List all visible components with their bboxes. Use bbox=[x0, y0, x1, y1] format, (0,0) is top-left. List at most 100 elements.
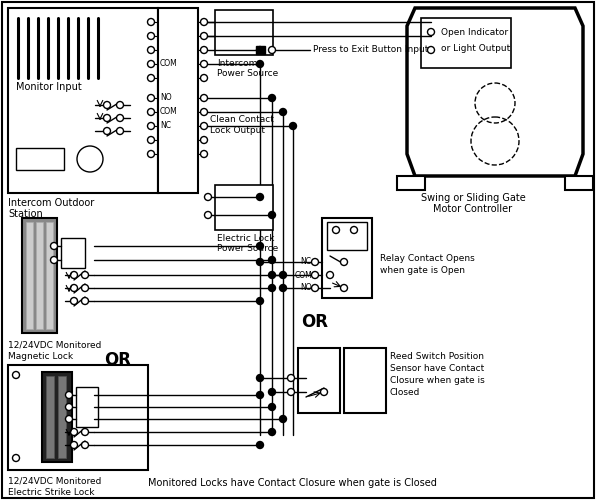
Text: Relay Contact Opens: Relay Contact Opens bbox=[380, 254, 475, 263]
Circle shape bbox=[269, 94, 275, 102]
Text: Sensor have Contact: Sensor have Contact bbox=[390, 364, 484, 373]
Circle shape bbox=[147, 150, 154, 158]
Circle shape bbox=[51, 256, 57, 264]
Bar bbox=[76, 387, 98, 427]
Circle shape bbox=[82, 442, 88, 448]
Circle shape bbox=[269, 212, 275, 218]
Circle shape bbox=[350, 226, 358, 234]
Circle shape bbox=[116, 128, 123, 134]
Circle shape bbox=[200, 94, 207, 102]
Text: COM: COM bbox=[160, 60, 178, 68]
Circle shape bbox=[116, 102, 123, 108]
Circle shape bbox=[340, 284, 347, 292]
Circle shape bbox=[256, 298, 263, 304]
Circle shape bbox=[256, 194, 263, 200]
Circle shape bbox=[66, 404, 73, 410]
Bar bbox=[42, 372, 72, 462]
Circle shape bbox=[256, 242, 263, 250]
Text: when gate is Open: when gate is Open bbox=[380, 266, 465, 275]
Bar bbox=[327, 222, 367, 250]
Bar bbox=[46, 222, 53, 329]
Circle shape bbox=[66, 416, 73, 422]
Circle shape bbox=[200, 32, 207, 40]
Circle shape bbox=[200, 60, 207, 68]
Text: Monitored Locks have Contact Closure when gate is Closed: Monitored Locks have Contact Closure whe… bbox=[148, 478, 437, 488]
Circle shape bbox=[427, 28, 434, 35]
Text: NO: NO bbox=[300, 284, 312, 292]
Circle shape bbox=[82, 272, 88, 278]
Circle shape bbox=[51, 242, 57, 250]
Circle shape bbox=[280, 416, 287, 422]
Circle shape bbox=[13, 454, 20, 462]
Circle shape bbox=[340, 258, 347, 266]
Circle shape bbox=[104, 102, 110, 108]
Circle shape bbox=[66, 392, 73, 398]
Circle shape bbox=[290, 122, 296, 130]
Text: 12/24VDC Monitored: 12/24VDC Monitored bbox=[8, 477, 101, 486]
Text: Clean Contact: Clean Contact bbox=[210, 115, 274, 124]
Text: NC: NC bbox=[300, 258, 311, 266]
Circle shape bbox=[256, 258, 263, 266]
Circle shape bbox=[147, 108, 154, 116]
Circle shape bbox=[82, 428, 88, 436]
Bar bbox=[16, 148, 64, 170]
Circle shape bbox=[280, 272, 287, 278]
Circle shape bbox=[200, 122, 207, 130]
Circle shape bbox=[200, 150, 207, 158]
Text: Closure when gate is: Closure when gate is bbox=[390, 376, 485, 385]
Circle shape bbox=[147, 18, 154, 26]
Circle shape bbox=[312, 284, 318, 292]
Circle shape bbox=[287, 388, 294, 396]
Bar bbox=[256, 46, 265, 54]
Circle shape bbox=[269, 388, 275, 396]
Text: Power Source: Power Source bbox=[217, 244, 278, 253]
Bar bbox=[397, 176, 425, 190]
Circle shape bbox=[200, 136, 207, 143]
Text: Reed Switch Position: Reed Switch Position bbox=[390, 352, 484, 361]
Circle shape bbox=[147, 60, 154, 68]
Circle shape bbox=[256, 392, 263, 398]
Circle shape bbox=[312, 258, 318, 266]
Circle shape bbox=[70, 442, 77, 448]
Circle shape bbox=[280, 108, 287, 116]
Bar bbox=[36, 222, 43, 329]
Text: COM: COM bbox=[160, 108, 178, 116]
Circle shape bbox=[269, 404, 275, 410]
Circle shape bbox=[70, 428, 77, 436]
Bar bbox=[46, 376, 54, 458]
Bar bbox=[158, 8, 198, 193]
Text: Electric Strike Lock: Electric Strike Lock bbox=[8, 488, 95, 497]
Text: NO: NO bbox=[160, 94, 172, 102]
Circle shape bbox=[269, 256, 275, 264]
Bar bbox=[344, 348, 386, 413]
Text: Monitor Input: Monitor Input bbox=[16, 82, 82, 92]
Circle shape bbox=[200, 18, 207, 26]
Circle shape bbox=[147, 74, 154, 82]
Circle shape bbox=[82, 284, 88, 292]
Circle shape bbox=[204, 212, 212, 218]
Text: OR: OR bbox=[104, 351, 132, 369]
Circle shape bbox=[269, 272, 275, 278]
Text: Electric Lock: Electric Lock bbox=[217, 234, 274, 243]
Text: Lock Output: Lock Output bbox=[210, 126, 265, 135]
Circle shape bbox=[200, 74, 207, 82]
Text: Intercom: Intercom bbox=[217, 59, 257, 68]
Circle shape bbox=[70, 284, 77, 292]
Text: or Light Output: or Light Output bbox=[441, 44, 510, 53]
Polygon shape bbox=[407, 8, 583, 176]
Text: Power Source: Power Source bbox=[217, 69, 278, 78]
Circle shape bbox=[82, 298, 88, 304]
Bar bbox=[8, 365, 148, 470]
Circle shape bbox=[256, 442, 263, 448]
Text: Press to Exit Button Input: Press to Exit Button Input bbox=[313, 46, 429, 54]
Bar bbox=[421, 18, 511, 68]
Circle shape bbox=[327, 272, 334, 278]
Bar bbox=[565, 176, 593, 190]
Bar bbox=[298, 348, 340, 413]
Text: Magnetic Lock: Magnetic Lock bbox=[8, 352, 73, 361]
Circle shape bbox=[280, 284, 287, 292]
Circle shape bbox=[269, 428, 275, 436]
Circle shape bbox=[147, 94, 154, 102]
Circle shape bbox=[104, 114, 110, 121]
Text: OR: OR bbox=[302, 313, 328, 331]
